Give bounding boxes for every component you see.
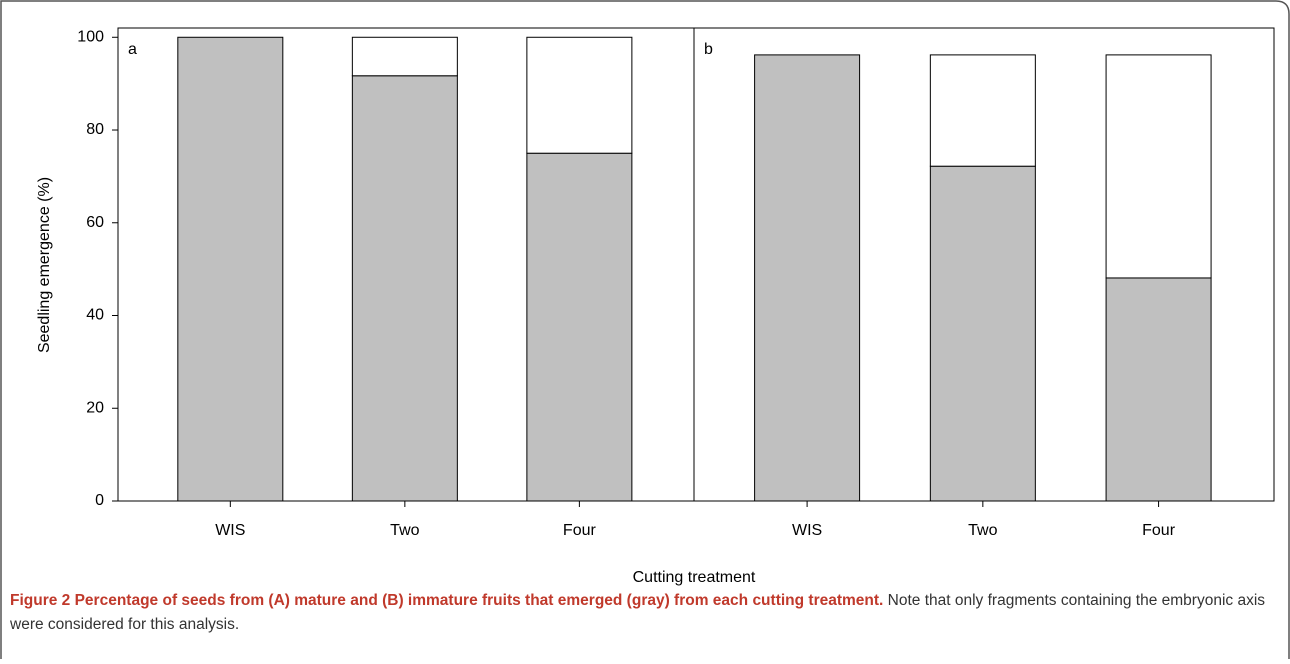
y-tick-label: 40 (86, 307, 104, 324)
bar-segment (526, 152, 633, 502)
bar-segment (1105, 277, 1212, 502)
y-tick-label: 20 (86, 399, 104, 416)
bar-segment (351, 36, 458, 77)
bar-segment (929, 54, 1036, 167)
bar-segment (351, 75, 458, 502)
caption: Figure 2 Percentage of seeds from (A) ma… (10, 589, 1280, 637)
bar-segment (1105, 54, 1212, 279)
y-tick-label: 0 (95, 492, 104, 509)
x-tick-label: Four (563, 522, 597, 539)
bar-segment (754, 54, 861, 502)
bar-segment (929, 165, 1036, 502)
panel-label: b (704, 41, 713, 58)
y-axis-label: Seedling emergence (%) (36, 177, 53, 353)
bar-segment (177, 36, 284, 502)
x-tick-label: Two (390, 522, 419, 539)
x-tick-label: WIS (215, 522, 245, 539)
x-tick-label: WIS (792, 522, 822, 539)
caption-text: Note that only fragments containing the … (10, 592, 1266, 633)
bar-segment (526, 36, 633, 154)
y-tick-label: 100 (77, 28, 104, 45)
panel-label: a (128, 41, 137, 58)
x-axis-label: Cutting treatment (633, 569, 756, 586)
x-tick-label: Four (1142, 522, 1176, 539)
y-tick-label: 60 (86, 214, 104, 231)
caption-title: Figure 2 Percentage of seeds from (A) ma… (10, 592, 884, 609)
y-tick-label: 80 (86, 121, 104, 138)
x-tick-label: Two (968, 522, 997, 539)
